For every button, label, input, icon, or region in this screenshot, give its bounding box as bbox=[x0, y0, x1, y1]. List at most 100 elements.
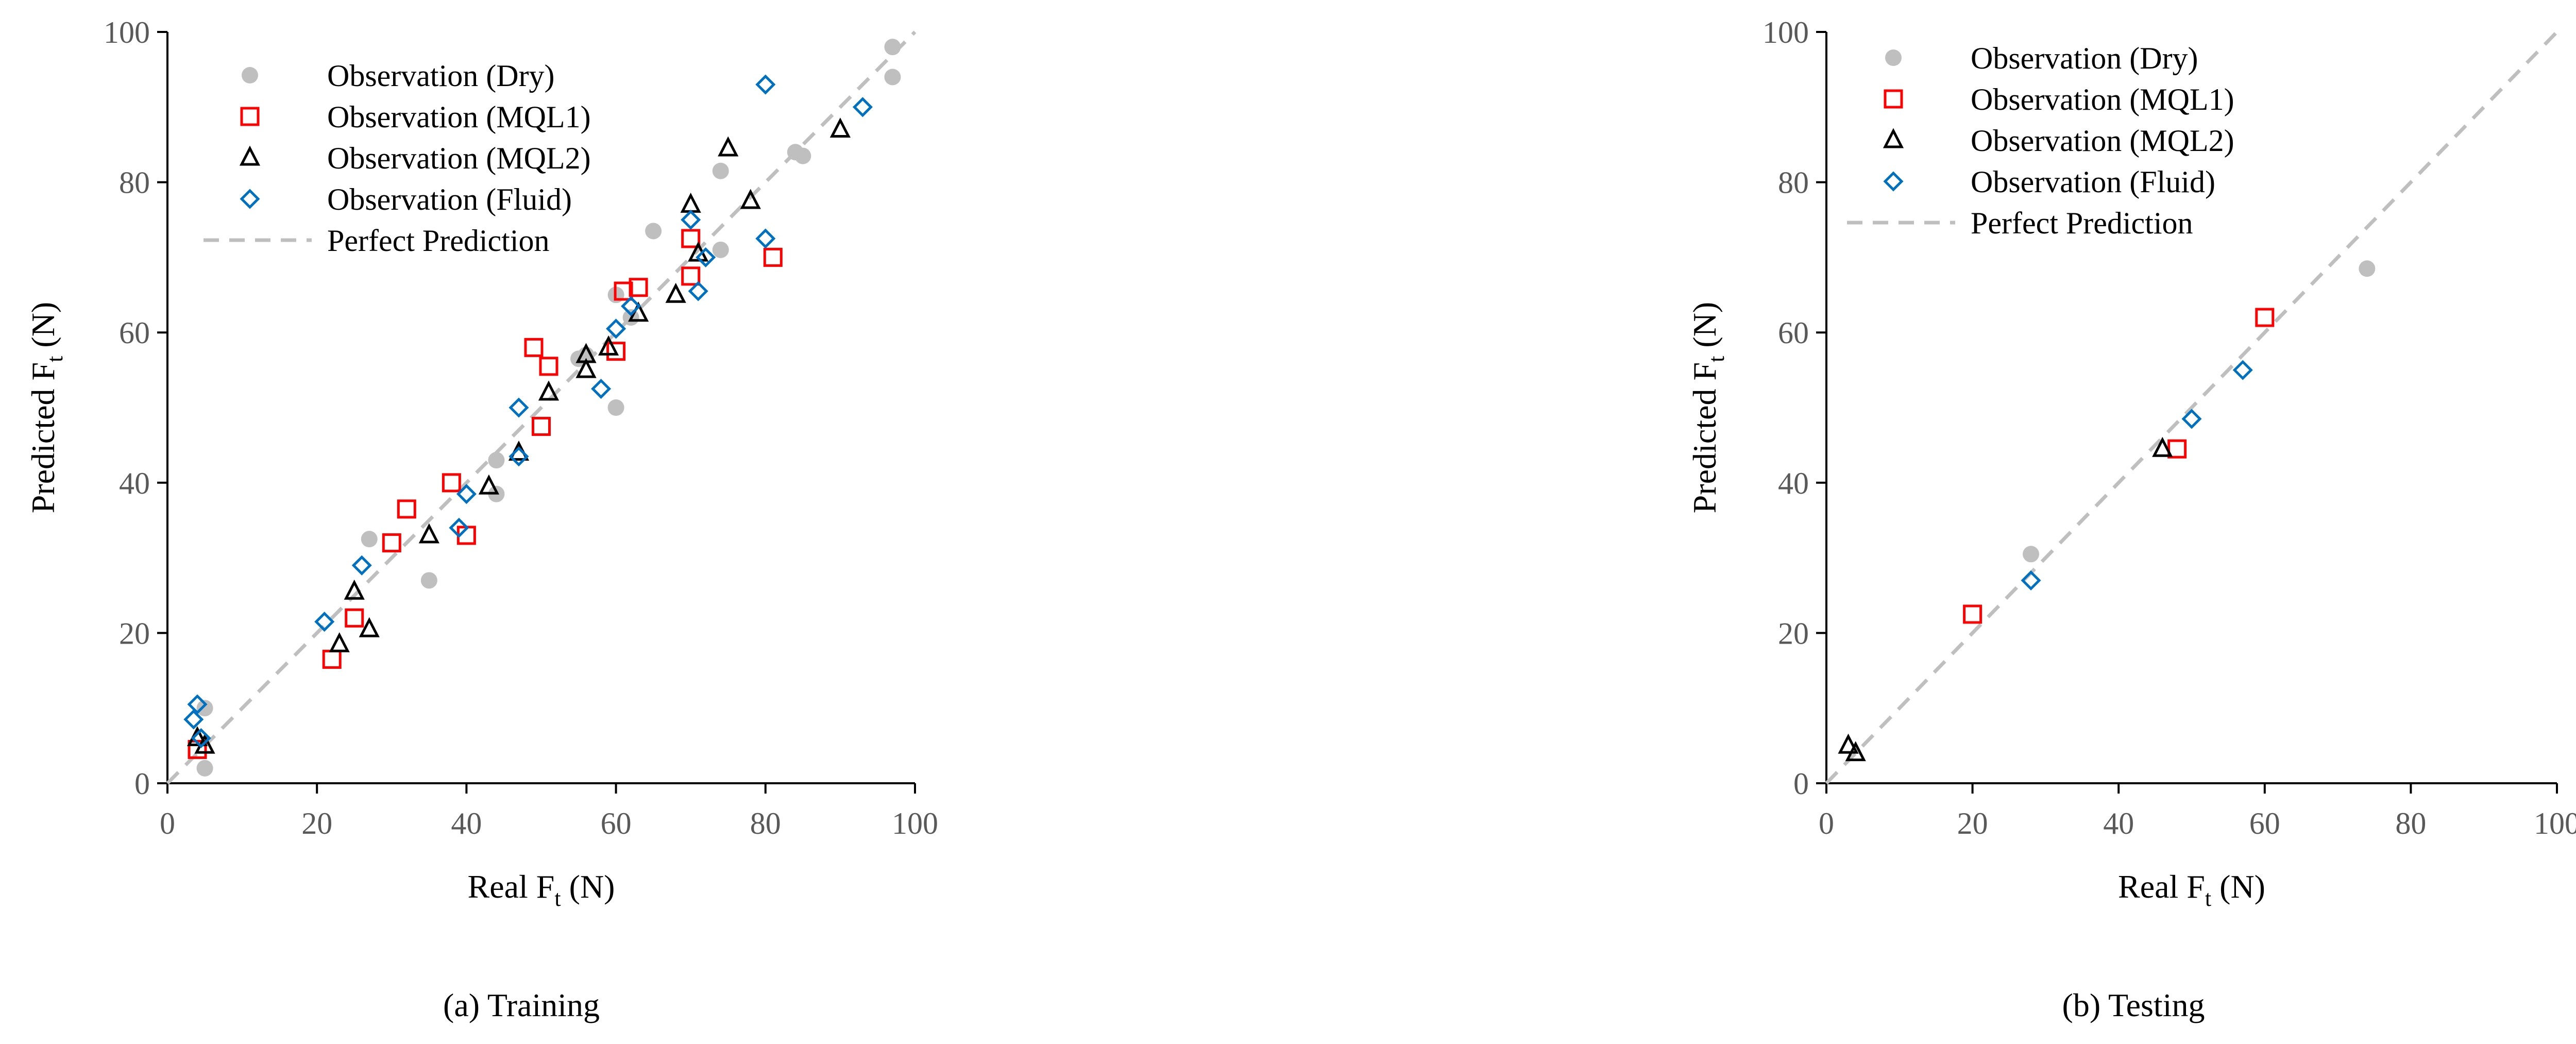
y-tick-label: 100 bbox=[104, 15, 150, 49]
mql1-point bbox=[1963, 604, 1982, 624]
fluid-point bbox=[509, 397, 529, 418]
fluid-point bbox=[509, 446, 529, 467]
fluid-point bbox=[681, 209, 701, 230]
x-axis-title: Real Ft (N) bbox=[2118, 868, 2265, 911]
legend-mql2-marker bbox=[1883, 128, 1904, 148]
fluid-point bbox=[351, 555, 372, 576]
fluid-point bbox=[688, 281, 708, 301]
mql1-point bbox=[681, 266, 701, 286]
mql2-point bbox=[508, 441, 530, 461]
fluid-point bbox=[2232, 360, 2253, 380]
mql2-point bbox=[575, 358, 597, 378]
mql2-point bbox=[329, 632, 350, 652]
fluid-point bbox=[852, 97, 873, 117]
perfect-prediction-line bbox=[1825, 30, 2558, 785]
training-chart: 0 20 40 60 80 100 0 20 40 60 80 100 Real Ft (N) Predi… bbox=[25, 15, 938, 1023]
fluid-point bbox=[183, 709, 204, 730]
y-tick-label: 0 bbox=[1793, 767, 1809, 801]
x-tick-label: 100 bbox=[2534, 806, 2576, 840]
x-tick-label: 0 bbox=[1819, 806, 1834, 840]
mql1-point bbox=[539, 357, 558, 376]
dry-point bbox=[361, 531, 378, 548]
mql2-point bbox=[344, 579, 365, 600]
dry-point bbox=[2023, 546, 2040, 563]
y-tick-label: 20 bbox=[119, 616, 150, 650]
mql1-point bbox=[614, 281, 633, 301]
x-axis-title: Real Ft (N) bbox=[468, 868, 615, 911]
mql2-point bbox=[359, 617, 380, 637]
fluid-point bbox=[621, 296, 641, 316]
legend-fluid-marker bbox=[240, 189, 260, 209]
legend: Observation (Dry) Observation (MQL1) Obser… bbox=[1847, 41, 2234, 240]
mql2-point bbox=[1838, 733, 1859, 754]
fluid-point bbox=[191, 728, 211, 749]
y-tick-label: 20 bbox=[1778, 616, 1809, 650]
fluid-point bbox=[606, 318, 626, 339]
x-tick-label: 60 bbox=[2249, 806, 2280, 840]
legend-label-mql1: Observation (MQL1) bbox=[327, 100, 591, 134]
dry-point bbox=[196, 700, 213, 717]
fluid-point bbox=[187, 694, 208, 715]
fluid-point bbox=[2181, 409, 2202, 429]
legend-mql1-marker bbox=[240, 107, 260, 126]
mql1-point bbox=[397, 499, 416, 519]
fluid-point bbox=[2021, 570, 2041, 591]
figure-caption: (a) Training bbox=[443, 987, 600, 1023]
mql2-point bbox=[418, 523, 439, 544]
mql2-point bbox=[598, 335, 619, 356]
dry-point bbox=[884, 69, 901, 86]
mql1-point bbox=[322, 649, 342, 669]
testing-chart: 0 20 40 60 80 100 0 20 40 60 80 100 Real Ft (N) Predi… bbox=[1686, 15, 2576, 1023]
figure-caption: (b) Testing bbox=[2062, 987, 2205, 1023]
fluid-point bbox=[696, 247, 716, 267]
mql1-point bbox=[629, 278, 648, 297]
fluid-point bbox=[591, 379, 612, 399]
x-tick-label: 80 bbox=[2395, 806, 2426, 840]
mql1-point bbox=[2167, 439, 2187, 459]
dry-point bbox=[578, 346, 595, 363]
y-axis-title: Predicted Ft (N) bbox=[25, 302, 67, 513]
mql2-point bbox=[718, 136, 739, 157]
legend-label-fluid: Observation (Fluid) bbox=[327, 182, 572, 216]
fluid-point bbox=[449, 517, 469, 538]
mql1-point bbox=[681, 229, 701, 248]
x-tick-label: 0 bbox=[160, 806, 175, 840]
legend-label-mql2: Observation (MQL2) bbox=[327, 141, 591, 175]
mql2-point bbox=[2152, 436, 2173, 457]
mql1-point bbox=[345, 608, 364, 628]
legend-label-perfect: Perfect Prediction bbox=[327, 224, 550, 258]
mql2-point bbox=[680, 192, 701, 213]
dry-point bbox=[196, 760, 213, 777]
mql2-point bbox=[829, 117, 851, 138]
y-tick-label: 40 bbox=[1778, 466, 1809, 500]
mql2-point bbox=[478, 474, 500, 495]
legend-label-dry: Observation (Dry) bbox=[327, 59, 555, 93]
dry-point bbox=[420, 572, 437, 589]
legend-dry-marker bbox=[242, 67, 258, 83]
legend-label-mql2: Observation (MQL2) bbox=[1971, 124, 2234, 158]
legend-fluid-marker bbox=[1883, 171, 1904, 192]
x-tick-label: 100 bbox=[892, 806, 938, 840]
y-tick-label: 60 bbox=[1778, 316, 1809, 350]
legend-dry-marker bbox=[1885, 49, 1902, 66]
mql2-point bbox=[1845, 741, 1866, 762]
x-tick-label: 60 bbox=[601, 806, 632, 840]
x-tick-label: 20 bbox=[1957, 806, 1988, 840]
mql1-point bbox=[532, 416, 551, 436]
mql2-point bbox=[538, 380, 560, 401]
x-tick-label: 40 bbox=[451, 806, 482, 840]
dry-point bbox=[2359, 260, 2376, 277]
y-tick-label: 40 bbox=[119, 466, 150, 500]
x-tick-label: 80 bbox=[750, 806, 781, 840]
mql2-point bbox=[665, 282, 686, 303]
y-tick-label: 100 bbox=[1762, 15, 1809, 49]
dry-point bbox=[607, 399, 624, 416]
x-tick-label: 40 bbox=[2103, 806, 2134, 840]
mql1-point bbox=[763, 247, 783, 267]
y-axis-title: Predicted Ft (N) bbox=[1686, 302, 1729, 513]
legend-label-dry: Observation (Dry) bbox=[1971, 41, 2198, 75]
legend-label-fluid: Observation (Fluid) bbox=[1971, 165, 2215, 199]
legend-label-mql1: Observation (MQL1) bbox=[1971, 82, 2234, 116]
mql1-point bbox=[606, 342, 626, 361]
